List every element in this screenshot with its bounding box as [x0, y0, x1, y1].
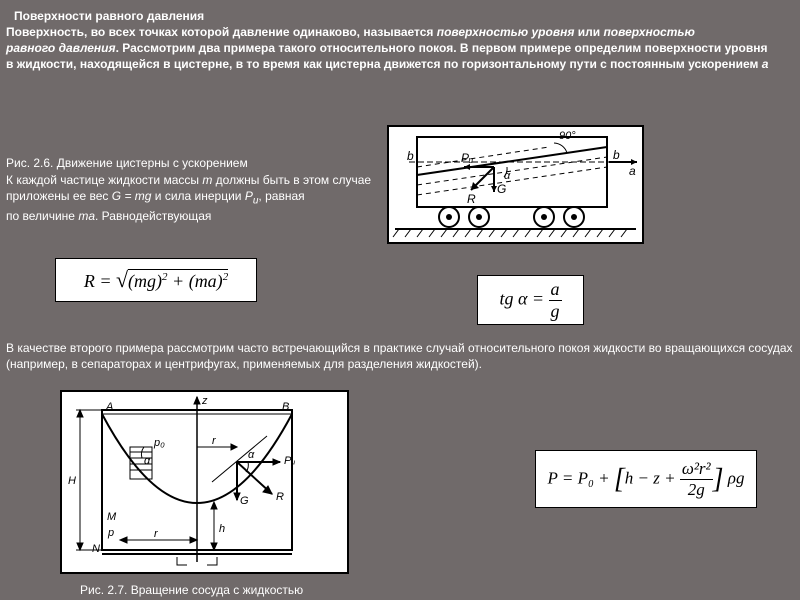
svg-text:G: G [497, 182, 506, 196]
svg-text:b: b [613, 148, 620, 162]
intro-paragraph: Поверхность, во всех точках которой давл… [6, 24, 796, 73]
svg-text:h: h [219, 523, 225, 535]
svg-text:r: r [154, 528, 159, 540]
p1-em2: поверхностью [603, 25, 694, 39]
svg-text:α: α [504, 170, 511, 182]
caption-26: Рис. 2.6. Движение цистерны с ускорением [6, 155, 248, 171]
svg-text:α: α [248, 449, 255, 461]
svg-text:z: z [201, 395, 208, 407]
p1-t5: в жидкости, находящейся в цистерне, в то… [6, 57, 762, 71]
svg-text:H: H [68, 475, 76, 487]
svg-text:b: b [407, 149, 414, 163]
caption-27: Рис. 2.7. Вращение сосуда с жидкостью [80, 582, 303, 598]
paragraph-2: К каждой частице жидкости массы m должны… [6, 172, 386, 224]
svg-text:B: B [282, 401, 289, 413]
formula-r: R = √(mg)2 + (ma)2 [55, 258, 257, 302]
p1-em1: поверхностью уровня [437, 25, 575, 39]
svg-text:p₀: p₀ [153, 437, 165, 449]
p1-em3: равного давления [6, 41, 116, 55]
svg-text:α: α [144, 455, 151, 467]
svg-text:G: G [240, 495, 249, 507]
title: Поверхности равного давления [14, 8, 204, 24]
slide: Поверхности равного давления Поверхность… [0, 0, 800, 600]
svg-text:a: a [629, 164, 636, 178]
svg-text:A: A [105, 401, 113, 413]
svg-text:r: r [212, 435, 217, 447]
svg-text:M: M [107, 511, 117, 523]
svg-text:p: p [107, 527, 114, 539]
figure-27-rotating-vessel: z A B H p₀ α α r Pᵤ G R M N h p r [60, 390, 349, 574]
svg-text:Pᵤ: Pᵤ [461, 151, 473, 165]
svg-text:R: R [276, 491, 284, 503]
svg-text:Pᵤ: Pᵤ [284, 455, 295, 467]
p1-t1: Поверхность, во всех точках которой давл… [6, 25, 437, 39]
paragraph-3: В качестве второго примера рассмотрим ча… [6, 340, 796, 372]
p1-t4: . Рассмотрим два примера такого относите… [116, 41, 768, 55]
formula-pressure: P = P₀ + [h − z + ω²r²2g] ρg [535, 450, 757, 508]
formula-tg-alpha: tg α = ag [477, 275, 584, 325]
p1-t2: или [574, 25, 603, 39]
svg-text:R: R [467, 192, 476, 206]
figure-26-cistern: 90° Pᵤ α G R b b a [387, 125, 644, 244]
p1-a: a [762, 57, 769, 71]
svg-text:N: N [92, 543, 100, 555]
svg-text:90°: 90° [559, 130, 576, 142]
